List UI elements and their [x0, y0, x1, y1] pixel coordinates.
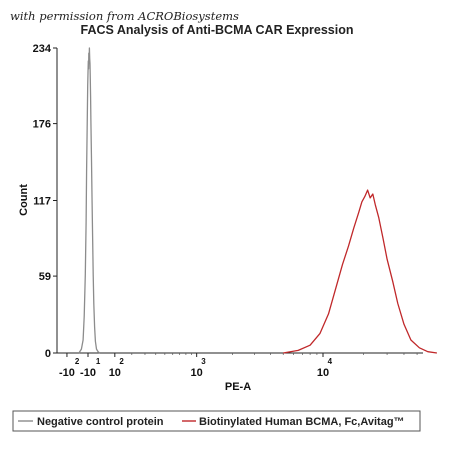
y-tick-label: 0 [45, 348, 51, 360]
chart-title: FACS Analysis of Anti-BCMA CAR Expressio… [81, 23, 354, 37]
y-tick-label: 234 [33, 43, 52, 55]
x-tick-label: 10 [109, 367, 121, 379]
x-axis-ticks: -102-101102103104105 [59, 353, 418, 379]
legend-box [12, 410, 421, 432]
y-axis-ticks: 0 59 117 176 234 [33, 43, 57, 360]
x-tick-exponent: 3 [201, 357, 206, 366]
permission-credit: with permission from ACROBiosystems [10, 9, 239, 23]
histogram-line-bcma [283, 189, 437, 354]
y-tick-label: 117 [33, 196, 51, 208]
y-axis-label: Count [18, 184, 30, 216]
x-tick-label: 10 [317, 367, 329, 379]
legend-label-negative-control: Negative control protein [37, 416, 164, 428]
x-tick-label: -10 [59, 367, 75, 379]
x-tick-exponent: 2 [119, 357, 124, 366]
x-tick-exponent: 1 [96, 357, 101, 366]
x-tick-exponent: 2 [75, 357, 80, 366]
histogram-line-negative-control [78, 47, 101, 354]
x-tick-label: 10 [191, 367, 203, 379]
legend-label-bcma: Biotinylated Human BCMA, Fc,Avitag™ [199, 416, 405, 428]
legend: Negative control protein Biotinylated Hu… [12, 410, 421, 432]
histogram-series [78, 47, 437, 354]
x-axis-label: PE-A [225, 381, 251, 393]
y-tick-label: 176 [33, 119, 51, 131]
y-tick-label: 59 [39, 271, 51, 283]
x-tick-label: -10 [80, 367, 96, 379]
x-tick-exponent: 4 [328, 357, 333, 366]
